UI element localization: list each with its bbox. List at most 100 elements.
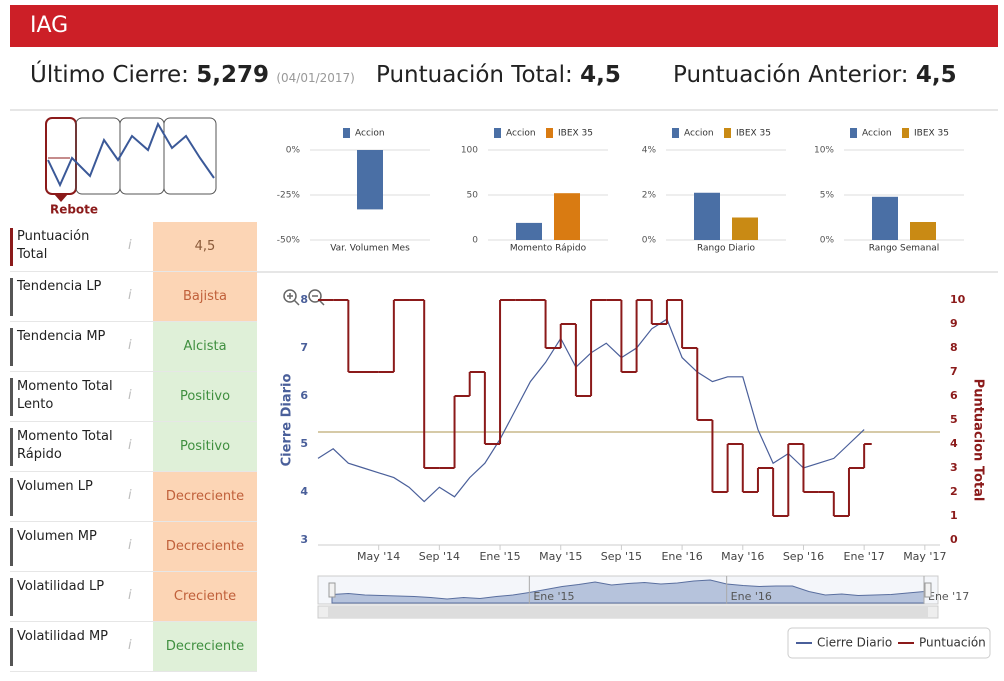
y-tick-label: 2%	[642, 191, 657, 201]
x-tick-label: Sep '14	[419, 550, 460, 563]
navigator-tick-label: Ene '16	[731, 590, 772, 603]
y-tick-label: 0	[472, 236, 478, 246]
previous-score: Puntuación Anterior: 4,5	[673, 62, 957, 88]
label: Último Cierre:	[30, 62, 189, 88]
bar	[357, 150, 383, 210]
y-axis-title: Cierre Diario	[280, 374, 295, 467]
y2-tick-label: 0	[950, 533, 958, 546]
category-label: Var. Volumen Mes	[330, 244, 410, 254]
bar	[732, 217, 758, 240]
legend-label[interactable]: Puntuación	[919, 636, 986, 650]
indicator-label: Volumen MP	[10, 528, 120, 566]
info-icon[interactable]: i	[128, 238, 132, 253]
legend-swatch	[494, 128, 501, 138]
bar	[872, 196, 898, 240]
legend-label: Accion	[684, 129, 714, 139]
legend-label: Accion	[506, 129, 536, 139]
info-icon[interactable]: i	[128, 438, 132, 453]
y-tick-label: 3	[300, 533, 308, 546]
indicator-row: Volumen MP i Decreciente	[10, 522, 257, 572]
y-tick-label: 5%	[820, 191, 835, 201]
signal-icon	[45, 117, 217, 202]
y-tick-label: 10%	[814, 146, 834, 156]
y-tick-label: 50	[467, 191, 479, 201]
y-tick-label: 8	[300, 293, 308, 306]
header-title: IAG	[30, 13, 69, 38]
indicator-label: Momento Total Rápido	[10, 428, 120, 466]
legend-swatch	[724, 128, 731, 138]
indicator-row: Volatilidad LP i Creciente	[10, 572, 257, 622]
indicator-status: Bajista	[153, 272, 257, 321]
indicator-status: Creciente	[153, 572, 257, 621]
indicator-status: Positivo	[153, 422, 257, 471]
legend-swatch	[546, 128, 553, 138]
x-tick-label: May '16	[721, 550, 764, 563]
y2-tick-label: 7	[950, 365, 958, 378]
y2-tick-label: 1	[950, 509, 958, 522]
indicator-status: Decreciente	[153, 522, 257, 571]
y2-tick-label: 3	[950, 461, 958, 474]
indicator-row: Volatilidad MP i Decreciente	[10, 622, 257, 672]
indicator-row: Momento Total Lento i Positivo	[10, 372, 257, 422]
bar	[516, 222, 542, 240]
indicator-label: Volumen LP	[10, 478, 120, 516]
legend-swatch	[672, 128, 679, 138]
info-icon[interactable]: i	[128, 588, 132, 603]
zoom-in[interactable]	[283, 289, 297, 303]
scrollbar-thumb[interactable]	[328, 607, 928, 617]
bar	[910, 222, 936, 240]
info-icon[interactable]: i	[128, 388, 132, 403]
x-tick-label: Ene '15	[479, 550, 520, 563]
navigator-tick-label: Ene '15	[533, 590, 574, 603]
indicator-row: Tendencia LP i Bajista	[10, 272, 257, 322]
category-label: Rango Semanal	[869, 244, 940, 254]
value: 5,279	[196, 62, 270, 88]
zoom-out[interactable]	[308, 289, 322, 303]
bar	[694, 192, 720, 240]
y-tick-label: 0%	[642, 236, 657, 246]
indicator-row: Momento Total Rápido i Positivo	[10, 422, 257, 472]
value: 4,5	[915, 62, 957, 88]
y-tick-label: -50%	[277, 236, 301, 246]
y-tick-label: 4%	[642, 146, 657, 156]
signal-label: Rebote	[50, 203, 98, 217]
indicator-row: Volumen LP i Decreciente	[10, 472, 257, 522]
navigator-handle[interactable]	[328, 582, 336, 598]
indicator-label: Volatilidad MP	[10, 628, 120, 666]
indicator-label: Momento Total Lento	[10, 378, 120, 416]
y-tick-label: 0%	[286, 146, 301, 156]
legend-label: IBEX 35	[914, 129, 949, 139]
indicator-row: Tendencia MP i Alcista	[10, 322, 257, 372]
y2-tick-label: 9	[950, 317, 958, 330]
y-tick-label: 7	[300, 341, 308, 354]
legend-swatch	[343, 128, 350, 138]
indicator-label: Volatilidad LP	[10, 578, 120, 616]
bar	[554, 193, 580, 240]
category-label: Momento Rápido	[510, 244, 587, 254]
y2-axis-title: Puntuacion Total	[971, 379, 986, 502]
navigator-tick-label: Ene '17	[928, 590, 969, 603]
indicator-label: Tendencia MP	[10, 328, 120, 366]
y2-tick-label: 8	[950, 341, 958, 354]
date: (04/01/2017)	[276, 71, 355, 85]
y2-tick-label: 10	[950, 293, 966, 306]
indicator-status: Decreciente	[153, 622, 257, 671]
info-icon[interactable]: i	[128, 338, 132, 353]
info-icon[interactable]: i	[128, 638, 132, 653]
legend-label[interactable]: Cierre Diario	[817, 636, 892, 650]
legend-label: IBEX 35	[558, 129, 593, 139]
legend-label: Accion	[862, 129, 892, 139]
indicator-status: Decreciente	[153, 472, 257, 521]
y2-tick-label: 4	[950, 437, 958, 450]
info-icon[interactable]: i	[128, 288, 132, 303]
indicator-label: Puntuación Total	[10, 228, 120, 266]
x-tick-label: Ene '17	[844, 550, 885, 563]
x-tick-label: May '15	[539, 550, 582, 563]
info-icon[interactable]: i	[128, 538, 132, 553]
x-tick-label: May '14	[357, 550, 400, 563]
navigator-handle[interactable]	[924, 582, 932, 598]
info-icon[interactable]: i	[128, 488, 132, 503]
y-tick-label: 6	[300, 389, 308, 402]
